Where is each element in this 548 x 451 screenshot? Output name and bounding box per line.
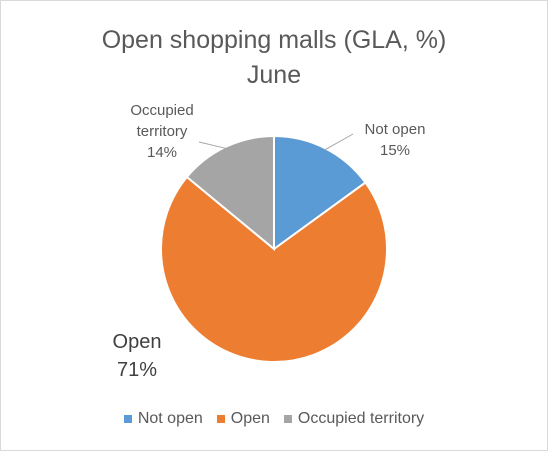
legend-label-occupied-territory: Occupied territory [297, 410, 425, 427]
data-label-occupied-territory-line-1: Occupied [130, 102, 193, 119]
data-label-open-line-1: Open [113, 331, 162, 353]
pie-slice-not-open [273, 134, 367, 251]
legend-item-not-open: Not open [123, 410, 203, 428]
data-label-occupied-territory-line-2: territory [137, 123, 188, 140]
data-label-open: Open 71% [113, 331, 162, 381]
chart-title: Open shopping malls (GLA, %) June [1, 23, 547, 93]
data-label-open-line-2: 71% [117, 359, 157, 381]
pie-slice-occupied-territory [185, 134, 275, 252]
legend-swatch-occupied-territory [283, 415, 292, 423]
legend-swatch-open [216, 415, 225, 423]
pie-slices [160, 134, 388, 363]
legend-label-open: Open [230, 410, 270, 427]
data-label-not-open: Not open 15% [365, 121, 426, 159]
legend-label-not-open: Not open [137, 410, 203, 427]
legend-item-occupied-territory: Occupied territory [283, 410, 425, 428]
chart-title-line-2: June [246, 61, 302, 89]
data-label-occupied-territory-line-3: 14% [147, 144, 177, 161]
pie-slice-open [160, 175, 388, 363]
data-label-not-open-line-2: 15% [380, 142, 410, 159]
data-label-not-open-line-1: Not open [365, 121, 426, 138]
leader-lines [198, 133, 354, 151]
legend-item-open: Open [216, 410, 270, 428]
legend: Not open Open Occupied territory [1, 410, 547, 428]
data-label-occupied-territory: Occupied territory 14% [130, 102, 193, 161]
legend-swatch-not-open [123, 415, 132, 423]
leader-line-occupied-territory [198, 141, 227, 150]
leader-line-not-open [324, 133, 354, 151]
chart-title-line-1: Open shopping malls (GLA, %) [101, 26, 447, 54]
data-labels: Not open 15% Open 71% Occupied territory 14% [113, 102, 426, 381]
